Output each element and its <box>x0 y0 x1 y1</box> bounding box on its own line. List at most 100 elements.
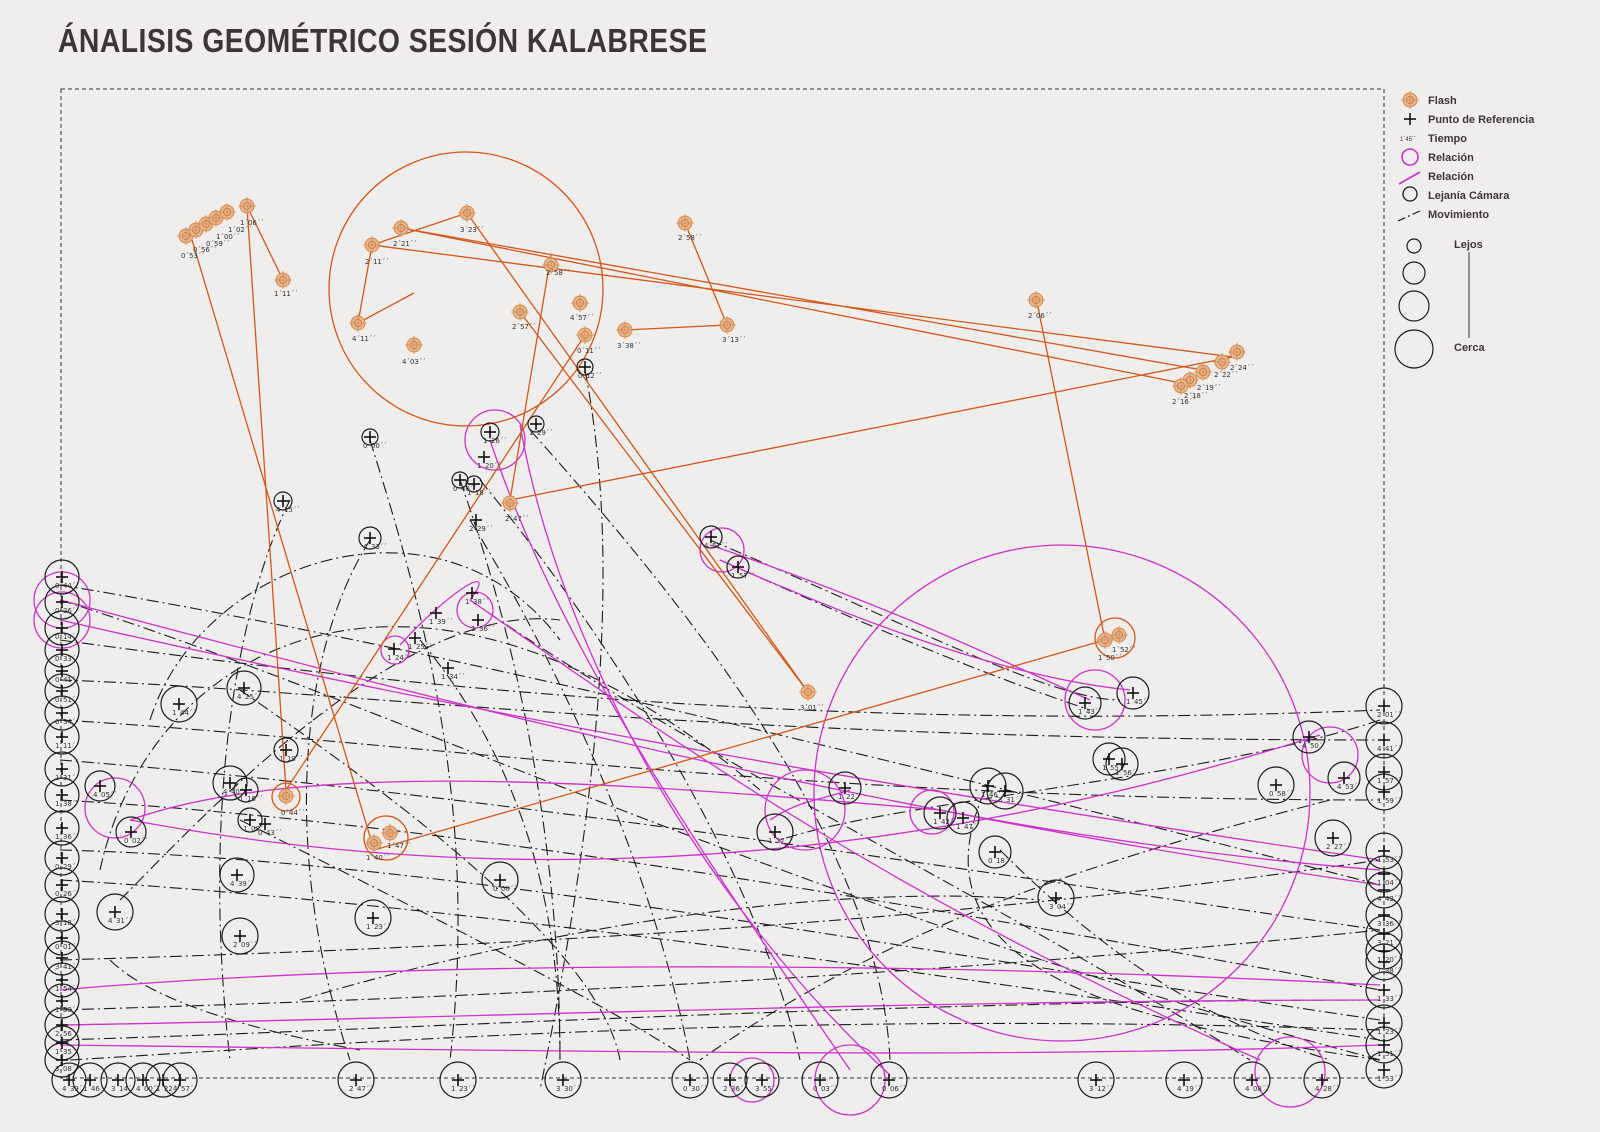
reference-time-label: 1´23´´ <box>451 1085 475 1093</box>
camera-distance-circle <box>273 737 299 763</box>
camera-distance-circle <box>480 422 500 442</box>
flash-time-label: 2´11´´ <box>365 258 389 266</box>
camera-distance-circle <box>44 559 80 595</box>
movement-line <box>239 819 691 1061</box>
camera-distance-circle <box>44 896 80 932</box>
movement-line <box>469 599 1251 1061</box>
relation-line <box>59 599 1381 886</box>
camera-distance-circle <box>1068 686 1102 720</box>
flash-time-label: 2´57´´ <box>512 323 536 331</box>
flash-marker <box>570 293 590 313</box>
camera-distance-circle <box>828 771 862 805</box>
reference-time-label: 1´23´´ <box>366 923 390 931</box>
reference-time-label: 3´12´´ <box>1089 1085 1113 1093</box>
camera-distance-circle <box>1365 943 1403 981</box>
relation-line <box>59 1044 1381 1054</box>
reference-time-label: 1´46´´ <box>981 791 1005 799</box>
legend-reference-label: Punto de Referencia <box>1428 114 1535 126</box>
reference-time-label: 0´18´´ <box>988 857 1012 865</box>
movement-line <box>299 895 1041 1001</box>
flash-time-label: 1´50´´ <box>1098 654 1122 662</box>
camera-distance-circle <box>712 1062 748 1098</box>
movement-line <box>59 599 1381 1061</box>
flash-line <box>400 227 1203 371</box>
movement-line <box>59 929 1381 1011</box>
flash-marker <box>1227 342 1247 362</box>
reference-time-label: 0´40´´ <box>453 485 477 493</box>
reference-time-label: 3´21´´ <box>1377 939 1401 947</box>
movement-line <box>59 639 1381 717</box>
camera-distance-circle <box>219 857 255 893</box>
movement-line <box>59 879 1381 1041</box>
camera-distance-circle <box>1116 676 1150 710</box>
flash-time-label: 4´57´´ <box>570 314 594 322</box>
camera-distance-circle <box>923 796 957 830</box>
reference-time-label: 4´08´´ <box>1245 1085 1269 1093</box>
reference-time-label: 1´57´´ <box>1377 777 1401 785</box>
flash-line <box>466 212 809 693</box>
reference-time-label: 0´02´´ <box>124 837 148 845</box>
reference-time-label: 0´33´´ <box>55 655 79 663</box>
reference-time-label: 1´44´´ <box>172 709 196 717</box>
camera-distance-circle <box>1303 1061 1341 1099</box>
relation-circle <box>813 544 1311 1042</box>
legend-size-large <box>1398 290 1430 322</box>
legend-relation-circle-label: Relación <box>1428 152 1474 164</box>
flash-marker <box>1109 625 1129 645</box>
camera-distance-circle <box>1233 1061 1271 1099</box>
camera-distance-circle <box>1037 879 1075 917</box>
movement-line <box>59 999 1381 1041</box>
camera-distance-circle <box>1165 1061 1203 1099</box>
legend-size-near <box>1394 329 1434 369</box>
relation-line <box>719 559 1131 691</box>
movement-line <box>109 959 361 1051</box>
reference-time-label: 4´19´´ <box>1177 1085 1201 1093</box>
reference-time-label: 1´22´´ <box>838 793 862 801</box>
flash-time-label: 0´11´´ <box>577 347 601 355</box>
camera-distance-circle <box>354 899 392 937</box>
camera-distance-circle <box>726 555 750 579</box>
reference-time-label: 4´25´´ <box>237 693 261 701</box>
reference-time-label: 1´22´´ <box>156 1085 180 1093</box>
camera-distance-circle <box>44 751 80 787</box>
flash-time-label: 4´03´´ <box>402 358 426 366</box>
flash-line <box>371 244 1234 358</box>
reference-time-label: 0´44´´ <box>55 582 79 590</box>
reference-time-label: 0´34´´ <box>55 718 79 726</box>
reference-time-label: 1´59´´ <box>1377 797 1401 805</box>
flash-marker <box>675 213 695 233</box>
camera-distance-circle <box>465 475 483 493</box>
flash-marker <box>1212 352 1232 372</box>
camera-distance-circle <box>699 525 723 549</box>
flash-lines <box>191 151 1234 861</box>
flash-time-label: 1´52´´ <box>1112 646 1136 654</box>
movement-line <box>709 539 1121 701</box>
flash-line <box>191 239 375 851</box>
reference-time-label: 1´20´´ <box>1377 956 1401 964</box>
reference-time-label: 3´04´´ <box>1049 903 1073 911</box>
reference-time-label: 0´06´´ <box>882 1085 906 1093</box>
reference-time-label: 1´24´´ <box>387 654 411 662</box>
reference-time-label: 1´38´´ <box>1377 967 1401 975</box>
flash-marker <box>457 203 477 223</box>
reference-time-label: 1´16´´ <box>239 795 263 803</box>
camera-distance-circle <box>44 584 80 620</box>
reference-time-label: 1´11´´ <box>55 742 79 750</box>
movement-line <box>59 679 1381 741</box>
camera-distance-circle <box>226 670 262 706</box>
reference-time-label: 0´30´´ <box>683 1085 707 1093</box>
relation-line <box>399 581 480 646</box>
movement-line <box>69 1022 1381 1061</box>
reference-time-label: 2´01´´ <box>1377 711 1401 719</box>
flash-time-label: 2´18´´ <box>1184 392 1208 400</box>
reference-time-label: 4´51´´ <box>704 542 728 550</box>
camera-distance-circle <box>1314 819 1352 857</box>
relation-line <box>709 544 1091 701</box>
page-title: ÁNALISIS GEOMÉTRICO SESIÓN KALABRESE <box>58 22 708 59</box>
legend-relation-line-label: Relación <box>1428 171 1474 183</box>
reference-time-label: 0´29´´ <box>55 863 79 871</box>
flash-time-label: 2´24´´ <box>1230 364 1254 372</box>
flash-line <box>246 205 284 281</box>
camera-distance-circle <box>544 1061 582 1099</box>
flash-time-label: 0´56´´ <box>193 246 217 254</box>
